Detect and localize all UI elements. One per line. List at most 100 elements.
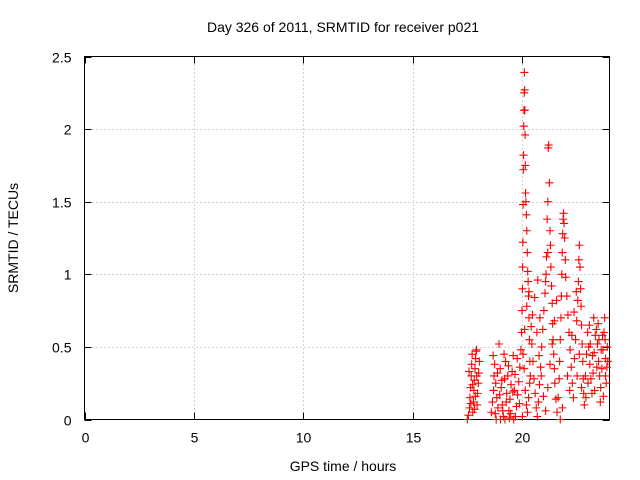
data-point (572, 316, 581, 325)
data-point (565, 386, 574, 395)
data-point (586, 374, 595, 383)
data-point (592, 363, 601, 372)
data-point (502, 389, 511, 398)
data-point (522, 302, 531, 311)
data-point (468, 408, 477, 417)
data-point (501, 357, 510, 366)
data-point (468, 380, 477, 389)
data-point (542, 252, 551, 261)
data-point (597, 364, 606, 373)
data-point (496, 415, 505, 424)
data-point (535, 313, 544, 322)
data-point (506, 409, 515, 418)
data-point (584, 342, 593, 351)
data-point (548, 319, 557, 328)
data-point (543, 383, 552, 392)
data-point (556, 313, 565, 322)
data-point (538, 325, 547, 334)
data-point (531, 389, 540, 398)
data-point (585, 360, 594, 369)
data-point (598, 331, 607, 340)
y-tick-label: 1 (64, 267, 72, 283)
data-point (521, 130, 530, 139)
data-point (596, 398, 605, 407)
data-point (510, 386, 519, 395)
data-point (592, 325, 601, 334)
data-point (555, 357, 564, 366)
data-point (559, 209, 568, 218)
data-point (541, 277, 550, 286)
data-point (495, 390, 504, 399)
data-point (474, 379, 483, 388)
data-point (491, 379, 500, 388)
data-point (466, 399, 475, 408)
data-point (487, 408, 496, 417)
data-point (560, 233, 569, 243)
data-point (525, 379, 534, 388)
data-point (581, 393, 590, 402)
data-point (520, 364, 529, 373)
data-point (535, 380, 544, 389)
data-point (523, 267, 532, 276)
data-point (532, 403, 541, 412)
data-points (463, 68, 612, 424)
data-point (602, 379, 611, 388)
data-point (508, 387, 517, 396)
data-point (552, 408, 562, 417)
data-point (488, 398, 497, 407)
data-point (539, 306, 548, 315)
x-tick-label: 10 (296, 430, 312, 446)
y-tick-label: 0.5 (52, 340, 72, 356)
data-point (473, 400, 482, 410)
data-point (505, 395, 515, 404)
data-point (600, 313, 609, 322)
data-point (563, 310, 572, 320)
data-point (594, 335, 604, 344)
data-point (574, 255, 583, 264)
data-point (577, 383, 586, 392)
data-point (470, 405, 479, 414)
data-point (567, 331, 576, 340)
data-point (491, 409, 500, 418)
data-point (589, 313, 598, 322)
data-point (518, 262, 527, 272)
data-point (548, 339, 557, 349)
data-point (535, 351, 544, 360)
data-point (527, 339, 536, 349)
data-point (583, 328, 592, 337)
data-point (581, 371, 590, 380)
data-point (550, 316, 559, 325)
data-point (471, 392, 480, 401)
data-point (603, 342, 612, 351)
data-point (549, 350, 558, 359)
data-point (555, 374, 564, 383)
data-point (467, 360, 476, 369)
data-point (572, 287, 581, 296)
data-point (465, 367, 474, 376)
data-point (517, 306, 527, 315)
data-point (558, 403, 567, 412)
data-point (533, 276, 542, 285)
x-tick-label: 20 (515, 430, 531, 446)
y-tick-labels: 0 0.5 1 1.5 2 2.5 (52, 50, 72, 429)
data-point (575, 350, 584, 359)
data-point (470, 364, 480, 373)
data-point (552, 296, 561, 305)
data-point (532, 328, 541, 337)
data-point (580, 400, 589, 410)
data-point (493, 403, 502, 412)
data-point (554, 393, 563, 402)
data-point (516, 345, 525, 354)
data-point (465, 403, 474, 412)
data-point (524, 393, 533, 402)
data-point (534, 398, 543, 407)
data-point (510, 370, 520, 379)
data-point (526, 371, 535, 380)
data-point (523, 408, 532, 417)
data-point (558, 248, 567, 257)
data-point (515, 399, 524, 408)
data-point (522, 400, 531, 410)
data-point (575, 262, 585, 272)
grid-lines (84, 56, 610, 420)
data-point (541, 406, 550, 415)
